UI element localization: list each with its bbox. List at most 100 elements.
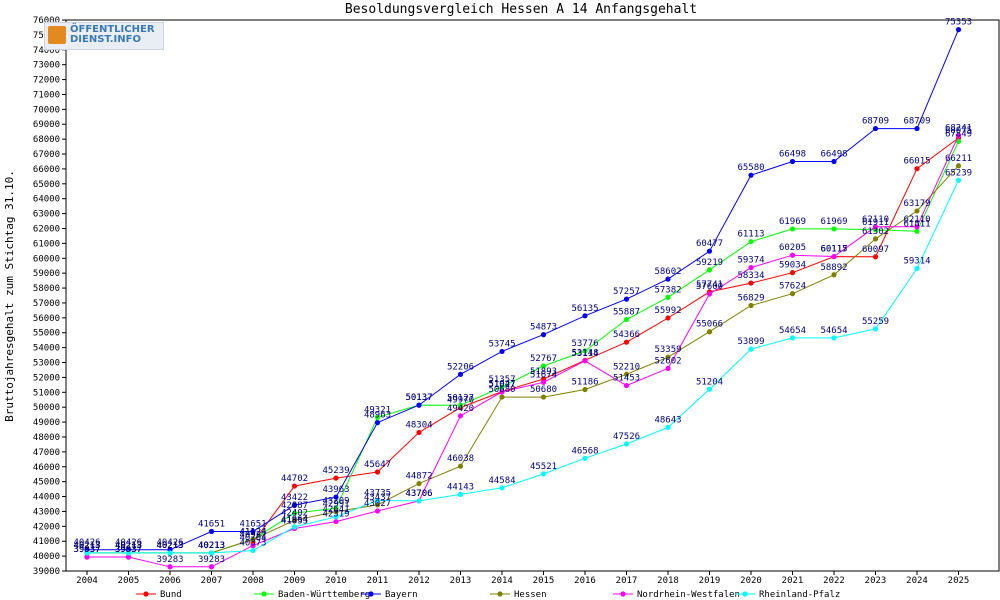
data-label: 53745 [488, 339, 515, 349]
data-point [250, 528, 256, 535]
y-tick-label: 57000 [33, 299, 60, 309]
data-point [208, 564, 215, 570]
x-tick-label: 2021 [782, 576, 804, 586]
data-point [499, 389, 505, 395]
data-point [333, 518, 339, 525]
data-label: 66498 [820, 150, 847, 160]
chart-title: Besoldungsvergleich Hessen A 14 Anfangsg… [345, 2, 697, 17]
data-point [333, 494, 339, 500]
data-point [374, 414, 381, 420]
data-label: 41124 [239, 527, 266, 537]
series-line [87, 29, 959, 551]
data-point [125, 554, 132, 560]
y-tick-label: 68000 [33, 135, 60, 145]
data-point [706, 267, 713, 273]
x-tick-label: 2016 [574, 576, 596, 586]
data-label: 57382 [654, 285, 681, 295]
data-point [955, 27, 962, 33]
data-point [831, 272, 837, 278]
data-label: 40922 [239, 530, 266, 540]
data-point [623, 441, 630, 447]
data-point [872, 125, 879, 132]
x-tick-label: 2025 [948, 576, 970, 586]
y-tick-label: 53000 [33, 359, 60, 369]
logo: ÖFFENTLICHER DIENST.INFO [44, 22, 164, 50]
data-label: 52206 [447, 362, 474, 372]
data-label: 41124 [239, 527, 266, 537]
data-label: 42641 [322, 505, 349, 515]
data-label: 55259 [862, 317, 889, 327]
series-4 [84, 132, 962, 570]
data-label: 53776 [571, 339, 598, 349]
data-label: 60117 [820, 245, 847, 255]
data-point [872, 224, 879, 230]
data-point [955, 163, 962, 169]
data-label: 40213 [156, 541, 183, 551]
data-point [665, 354, 671, 360]
legend-swatch-marker [742, 591, 748, 597]
data-label: 51893 [530, 367, 557, 377]
x-tick-label: 2004 [76, 576, 98, 586]
data-point [706, 291, 713, 297]
data-label: 60477 [696, 239, 723, 249]
y-tick-label: 62000 [33, 224, 60, 234]
data-label: 40373 [239, 539, 266, 549]
data-label: 40213 [156, 541, 183, 551]
y-tick-label: 58000 [33, 284, 60, 294]
data-label: 60115 [820, 245, 847, 255]
data-point [457, 463, 464, 469]
data-point [789, 226, 796, 232]
data-label: 54366 [613, 330, 640, 340]
y-tick-label: 39000 [33, 567, 60, 577]
data-point [914, 228, 920, 234]
data-label: 43706 [405, 489, 432, 499]
data-label: 75353 [945, 18, 972, 28]
data-label: 52767 [530, 354, 557, 364]
data-label: 40426 [73, 538, 100, 548]
data-label: 44143 [447, 482, 474, 492]
data-label: 51357 [488, 375, 515, 385]
logo-text: ÖFFENTLICHER DIENST.INFO [70, 25, 155, 45]
data-point [374, 469, 381, 475]
data-point [665, 276, 671, 282]
y-tick-label: 55000 [33, 329, 60, 339]
y-tick-label: 67000 [33, 150, 60, 160]
data-label: 39937 [73, 545, 100, 555]
data-point [955, 177, 962, 183]
data-point [955, 132, 962, 139]
y-axis: 39000 40000 41000 42000 43000 44000 45000 46000… [33, 16, 66, 577]
y-tick-label: 45000 [33, 478, 60, 488]
y-tick-label: 74000 [33, 46, 60, 56]
data-point [582, 358, 588, 364]
data-label: 52210 [613, 362, 640, 372]
data-point [831, 253, 837, 260]
data-label: 53148 [571, 348, 598, 358]
data-point [291, 483, 298, 489]
data-point [789, 335, 796, 341]
data-point [582, 386, 588, 393]
data-label: 66015 [903, 157, 930, 167]
data-label: 51186 [571, 378, 598, 388]
data-point [250, 536, 256, 542]
y-tick-label: 63000 [33, 210, 60, 220]
data-point [457, 413, 464, 419]
data-label: 48643 [654, 415, 681, 425]
data-label: 62110 [862, 215, 889, 225]
y-tick-label: 71000 [33, 90, 60, 100]
data-point [872, 236, 879, 242]
legend-swatch-marker [261, 591, 267, 597]
data-label: 41651 [198, 520, 225, 530]
series-line [87, 165, 959, 554]
data-label: 63179 [903, 199, 930, 209]
legend: Bund Baden-Württemberg Bayern Hessen Nordrhe… [136, 590, 840, 600]
data-point [831, 226, 837, 232]
data-label: 51027 [488, 380, 515, 390]
data-label: 58892 [820, 263, 847, 273]
logo-line1: ÖFFENTLICHER [70, 24, 155, 35]
x-tick-label: 2014 [491, 576, 513, 586]
data-label: 54873 [530, 323, 557, 333]
data-label: 46038 [447, 454, 474, 464]
data-label: 51674 [530, 370, 557, 380]
x-tick-label: 2017 [616, 576, 638, 586]
data-label: 40213 [156, 541, 183, 551]
